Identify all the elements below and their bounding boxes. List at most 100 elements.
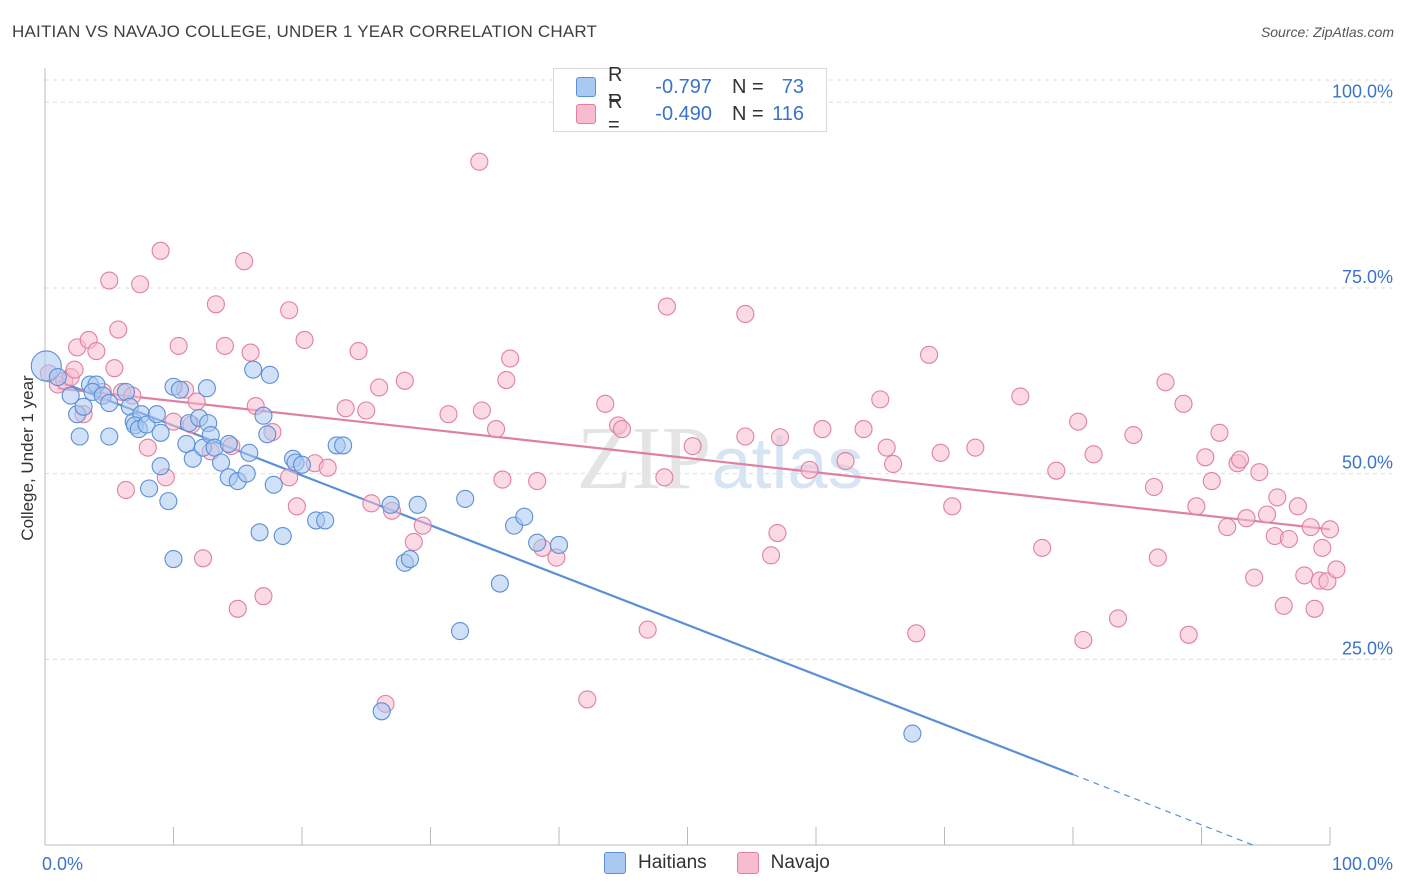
navajo-point bbox=[612, 420, 632, 439]
navajo-point bbox=[215, 336, 234, 355]
haitians-point bbox=[408, 495, 427, 514]
navajo-point bbox=[497, 371, 516, 390]
navajo-point bbox=[966, 438, 985, 457]
navajo-point bbox=[439, 405, 458, 424]
navajo-point bbox=[638, 620, 657, 639]
haitians-point bbox=[240, 443, 259, 462]
x-tick-label: 0.0% bbox=[42, 854, 83, 874]
haitians-point bbox=[273, 526, 292, 546]
navajo-point bbox=[241, 343, 260, 362]
navajo-point bbox=[357, 401, 376, 420]
navajo-point bbox=[404, 532, 423, 552]
series-legend: Haitians Navajo bbox=[604, 852, 860, 874]
navajo-point bbox=[1257, 505, 1277, 524]
haitians-swatch bbox=[604, 852, 626, 874]
navajo-point bbox=[800, 460, 819, 479]
haitians-point bbox=[74, 397, 93, 416]
n-label: N = bbox=[732, 102, 764, 125]
haitians-point bbox=[528, 533, 547, 552]
navajo-point bbox=[349, 342, 368, 361]
haitians-point bbox=[140, 479, 159, 498]
r-value: -0.797 bbox=[655, 75, 712, 98]
navajo-point bbox=[655, 468, 674, 487]
navajo-point bbox=[578, 690, 597, 709]
y-axis-label: College, Under 1 year bbox=[18, 375, 37, 541]
navajo-point bbox=[1274, 596, 1293, 615]
navajo-point bbox=[370, 378, 389, 397]
chart-title: HAITIAN VS NAVAJO COLLEGE, UNDER 1 YEAR … bbox=[12, 22, 598, 41]
haitians-point bbox=[456, 489, 475, 508]
navajo-point bbox=[1156, 373, 1175, 392]
navajo-point bbox=[109, 320, 128, 339]
navajo-point bbox=[920, 345, 939, 364]
navajo-point bbox=[318, 458, 337, 477]
navajo-point bbox=[1231, 450, 1250, 469]
n-value: 73 bbox=[781, 75, 804, 98]
haitians-point bbox=[244, 360, 263, 379]
navajo-point bbox=[1174, 394, 1193, 413]
navajo-point bbox=[770, 428, 790, 447]
haitians-point bbox=[183, 449, 202, 468]
source-label: Source: ZipAtlas.com bbox=[1260, 24, 1394, 40]
navajo-point bbox=[235, 252, 254, 271]
axes bbox=[44, 68, 1331, 846]
navajo-point bbox=[336, 399, 355, 418]
haitians-point bbox=[151, 457, 170, 476]
haitians-point bbox=[250, 523, 269, 542]
navajo-point bbox=[1148, 548, 1167, 567]
navajo-point bbox=[768, 524, 787, 543]
navajo-point bbox=[877, 438, 896, 457]
legend-label-haitians: Haitians bbox=[638, 852, 707, 873]
navajo-point bbox=[1108, 609, 1128, 628]
correlation-legend: R = -0.797 N = 73 R = -0.490 N = 116 bbox=[553, 64, 827, 136]
navajo-point bbox=[1320, 520, 1340, 539]
y-tick-label: 25.0% bbox=[1342, 638, 1393, 658]
haitians-point bbox=[100, 394, 119, 413]
navajo-point bbox=[228, 599, 247, 618]
navajo-point bbox=[280, 301, 299, 320]
navajo-point bbox=[683, 437, 702, 456]
haitians-point bbox=[372, 702, 391, 721]
haitians-point bbox=[164, 550, 183, 569]
navajo-point bbox=[413, 516, 432, 535]
navajo-point bbox=[151, 241, 170, 260]
navajo-point bbox=[1301, 518, 1320, 537]
navajo-point bbox=[1279, 529, 1298, 549]
navajo-point bbox=[1179, 625, 1198, 644]
y-tick-label: 75.0% bbox=[1342, 267, 1393, 287]
haitians-point bbox=[400, 550, 419, 569]
legend-item-haitians[interactable]: Haitians bbox=[604, 852, 707, 874]
navajo-point bbox=[100, 271, 119, 290]
navajo-point bbox=[871, 390, 890, 409]
haitians-point bbox=[159, 492, 178, 511]
haitians-point bbox=[903, 724, 922, 743]
navajo-point bbox=[493, 470, 512, 489]
haitians-point bbox=[48, 368, 67, 387]
haitians-point bbox=[219, 434, 238, 453]
haitians-point bbox=[151, 423, 170, 442]
haitians-swatch bbox=[576, 77, 596, 97]
haitians-point bbox=[61, 386, 80, 405]
n-label: N = bbox=[732, 75, 764, 98]
navajo-point bbox=[194, 549, 213, 568]
navajo-point bbox=[1327, 560, 1346, 579]
legend-row-haitians: R = -0.797 N = 73 bbox=[576, 64, 804, 109]
navajo-point bbox=[1250, 463, 1269, 482]
navajo-point bbox=[761, 546, 781, 565]
trend-line-extension bbox=[1072, 773, 1254, 846]
navajo-point bbox=[1144, 477, 1164, 497]
navajo-swatch bbox=[736, 852, 759, 874]
navajo-point bbox=[884, 454, 903, 474]
navajo-swatch bbox=[576, 104, 596, 124]
haitians-point bbox=[490, 574, 509, 593]
navajo-point bbox=[1069, 412, 1088, 431]
navajo-point bbox=[1187, 497, 1206, 516]
navajo-point bbox=[1084, 445, 1103, 464]
navajo-point bbox=[1268, 488, 1287, 507]
navajo-point bbox=[1202, 472, 1221, 491]
legend-item-navajo[interactable]: Navajo bbox=[736, 852, 830, 874]
navajo-point bbox=[470, 152, 489, 171]
haitians-point bbox=[515, 507, 534, 526]
n-value: 116 bbox=[772, 102, 804, 125]
navajo-point bbox=[931, 443, 950, 462]
